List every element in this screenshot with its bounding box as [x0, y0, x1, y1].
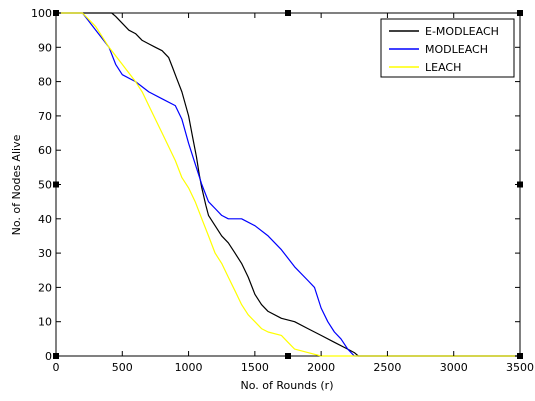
- y-tick-label: 50: [38, 179, 52, 192]
- legend-label-e-modleach: E-MODLEACH: [425, 25, 499, 38]
- legend: E-MODLEACH MODLEACH LEACH: [380, 18, 515, 78]
- frame-handle: [285, 10, 291, 16]
- y-tick-label: 0: [45, 350, 52, 363]
- y-tick-label: 100: [31, 7, 52, 20]
- frame-handle: [53, 353, 59, 359]
- frame-handle: [517, 10, 523, 16]
- y-tick-label: 20: [38, 281, 52, 294]
- frame-handle: [517, 181, 523, 188]
- y-axis-title: No. of Nodes Alive: [10, 134, 23, 235]
- x-tick-label: 1000: [175, 361, 203, 374]
- x-axis-title: No. of Rounds (r): [241, 379, 334, 392]
- x-tick-label: 1500: [241, 361, 269, 374]
- legend-label-modleach: MODLEACH: [425, 43, 488, 56]
- frame-handle: [53, 10, 59, 16]
- x-tick-label: 500: [112, 361, 133, 374]
- y-tick-label: 60: [38, 144, 52, 157]
- y-tick-label: 90: [38, 41, 52, 54]
- series-line-e-modleach: [56, 12, 520, 357]
- series-line-leach: [56, 12, 520, 357]
- legend-label-leach: LEACH: [425, 61, 461, 74]
- y-tick-label: 40: [38, 213, 52, 226]
- x-tick-label: 3000: [440, 361, 468, 374]
- x-tick-label: 3500: [506, 361, 534, 374]
- series-line-modleach: [56, 12, 520, 357]
- y-tick-label: 30: [38, 247, 52, 260]
- y-tick-label: 10: [38, 316, 52, 329]
- y-tick-label: 70: [38, 110, 52, 123]
- x-tick-label: 0: [53, 361, 60, 374]
- x-tick-label: 2500: [373, 361, 401, 374]
- x-tick-label: 2000: [307, 361, 335, 374]
- frame-handle: [517, 353, 523, 359]
- y-tick-label: 80: [38, 76, 52, 89]
- frame-handle: [53, 181, 59, 188]
- series-layer: [56, 12, 520, 357]
- frame-handle: [285, 353, 291, 359]
- axis-layer: 0 500 1000 1500 2000 2500 3000 3500 0 10 20 30 40 50 6…: [31, 7, 534, 374]
